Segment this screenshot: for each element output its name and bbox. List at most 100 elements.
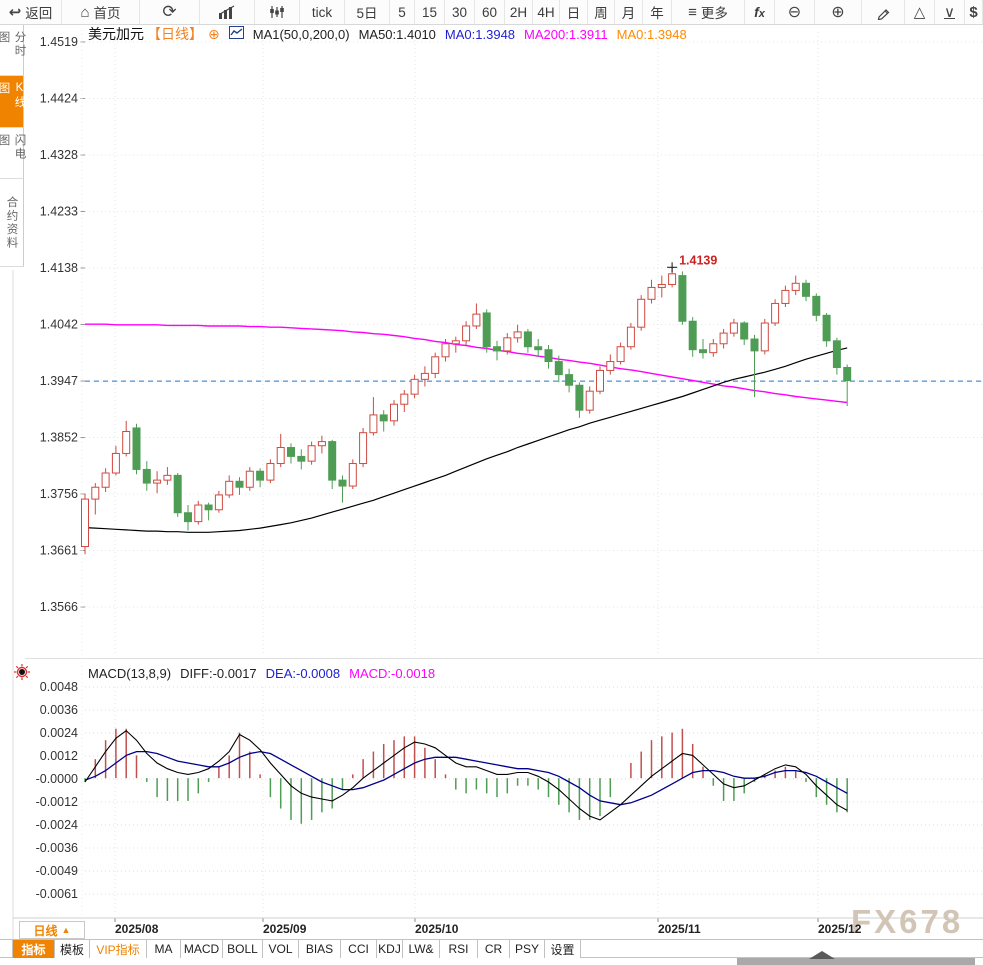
add-circle-icon[interactable]: ⊕ <box>208 25 220 42</box>
macd-axis-label: 0.0012 <box>40 749 78 763</box>
candle-body <box>637 298 646 328</box>
x-axis-month-label: 2025/08 <box>115 922 159 936</box>
toolbar-button-4H[interactable]: 4H <box>533 0 560 24</box>
price-axis-label: 1.4042 <box>40 318 78 332</box>
tab-RSI[interactable]: RSI <box>440 940 478 958</box>
toolbar-dollar-icon[interactable]: $ <box>965 0 983 24</box>
toolbar-triangle-down-icon[interactable]: ∨ <box>935 0 965 24</box>
price-axis-label: 1.3566 <box>40 600 78 614</box>
tab-BOLL[interactable]: BOLL <box>223 940 263 958</box>
sidebar-item-分时图[interactable]: 分时图 <box>0 25 26 76</box>
candle-body <box>544 349 553 363</box>
x-axis-month-label: 2025/10 <box>415 922 459 936</box>
toolbar-label: 30 <box>451 4 468 20</box>
panel-separator <box>25 658 983 659</box>
sidebar-item-合约资料[interactable]: 合约资料 <box>0 179 24 267</box>
chart-type-sidebar: 分时图 K线图 闪电图 合约资料 <box>0 25 26 267</box>
candle-body <box>256 470 265 481</box>
toolbar-button-5[interactable]: 5 <box>390 0 415 24</box>
candle-body <box>194 504 203 523</box>
candle-body <box>678 275 687 322</box>
toolbar-zoom-out-icon[interactable]: ⊖ <box>775 0 815 24</box>
indicator-tabs: 指标 模板 VIP指标 MA MACD BOLL VOL BIAS CCI KDJ LW& RSI CR… <box>0 939 983 958</box>
tab-模板[interactable]: 模板 <box>55 940 90 958</box>
candle-body <box>410 378 419 395</box>
candle-body <box>472 313 481 327</box>
tab-MA[interactable]: MA <box>147 940 181 958</box>
candle-body <box>81 498 89 548</box>
toolbar-button-2H[interactable]: 2H <box>505 0 533 24</box>
tab-CCI[interactable]: CCI <box>341 940 377 958</box>
candle-body <box>802 282 810 297</box>
watermark-fx678: FX678 <box>851 903 964 940</box>
bottom-drag-handle[interactable] <box>737 951 975 965</box>
macd-axis-label: -0.0061 <box>36 887 78 901</box>
toolbar-pencil-icon[interactable] <box>862 0 905 24</box>
tab-KDJ[interactable]: KDJ <box>377 940 403 958</box>
candle-body <box>822 314 831 342</box>
candle-body <box>184 512 192 523</box>
toolbar-candlestick-icon[interactable] <box>255 0 300 24</box>
tab-PSY[interactable]: PSY <box>510 940 545 958</box>
toolbar-button-tick[interactable]: tick <box>300 0 345 24</box>
toolbar-button-首页[interactable]: ⌂ 首页 <box>62 0 140 24</box>
toolbar-button-月[interactable]: 月 <box>615 0 643 24</box>
toolbar-button-30[interactable]: 30 <box>445 0 475 24</box>
candle-body <box>503 337 512 352</box>
period-selector-label: 日线 <box>33 923 58 938</box>
tab-VIP指标[interactable]: VIP指标 <box>90 940 147 958</box>
top-toolbar: ↩ 返回 ⌂ 首页 ⟳ tick 5日 5 15 30 60 2H 4H 日周月年 ≡ 更多 fx ⊖ ⊕ △ ∨ $ <box>0 0 983 25</box>
candle-body <box>596 369 604 392</box>
candle-body <box>657 283 666 288</box>
price-axis-label: 1.3756 <box>40 487 78 501</box>
candle-body <box>832 340 841 368</box>
macd-axis-label: -0.0024 <box>36 818 78 832</box>
candle-body <box>441 343 450 358</box>
toolbar-label: 2H <box>509 4 528 20</box>
candle-body <box>338 479 347 487</box>
macd-diff-value: DIFF:-0.0017 <box>180 666 257 681</box>
macd-axis-label: -0.0036 <box>36 841 78 855</box>
candle-body <box>132 427 141 470</box>
tab-MACD[interactable]: MACD <box>181 940 223 958</box>
candle-body <box>91 486 100 500</box>
toolbar-button-返回[interactable]: ↩ 返回 <box>0 0 62 24</box>
toolbar-button-更多[interactable]: ≡ 更多 <box>672 0 745 24</box>
toolbar-label: 年 <box>650 6 664 21</box>
tab-设置[interactable]: 设置 <box>545 940 581 958</box>
toolbar-zoom-in-icon[interactable]: ⊕ <box>815 0 862 24</box>
tab-VOL[interactable]: VOL <box>263 940 299 958</box>
tab-指标[interactable]: 指标 <box>12 940 55 958</box>
toolbar-label: 月 <box>621 6 636 21</box>
candle-body <box>647 286 656 300</box>
toolbar-button-日[interactable]: 日 <box>560 0 588 24</box>
toolbar-label: 60 <box>481 4 498 20</box>
candle-body <box>668 273 677 285</box>
candle-body <box>101 472 110 488</box>
toolbar-button-周[interactable]: 周 <box>588 0 615 24</box>
period-selector[interactable]: 日线 ▲ <box>19 921 85 939</box>
candle-body <box>359 432 368 465</box>
toolbar-button-15[interactable]: 15 <box>415 0 445 24</box>
toolbar-button-年[interactable]: 年 <box>643 0 672 24</box>
tab-CR[interactable]: CR <box>478 940 510 958</box>
toolbar-button-5日[interactable]: 5日 <box>345 0 390 24</box>
line-chart-icon[interactable] <box>228 26 244 42</box>
tab-BIAS[interactable]: BIAS <box>299 940 341 958</box>
candle-body <box>482 312 491 348</box>
candle-body <box>513 331 522 339</box>
toolbar-fx-icon[interactable]: fx <box>745 0 775 24</box>
sidebar-item-K线图[interactable]: K线图 <box>0 76 26 128</box>
tab-LW&[interactable]: LW& <box>403 940 440 958</box>
candle-body <box>225 480 234 496</box>
toolbar-bar-chart-icon[interactable] <box>200 0 255 24</box>
toolbar-triangle-up-icon[interactable]: △ <box>905 0 935 24</box>
symbol-name: 美元加元 <box>88 26 144 42</box>
sidebar-item-闪电图[interactable]: 闪电图 <box>0 128 26 179</box>
x-axis-month-label: 2025/09 <box>263 922 307 936</box>
toolbar-button-60[interactable]: 60 <box>475 0 505 24</box>
toolbar-refresh-icon[interactable]: ⟳ <box>140 0 200 24</box>
candle-body <box>565 374 574 386</box>
candle-body <box>276 447 285 465</box>
